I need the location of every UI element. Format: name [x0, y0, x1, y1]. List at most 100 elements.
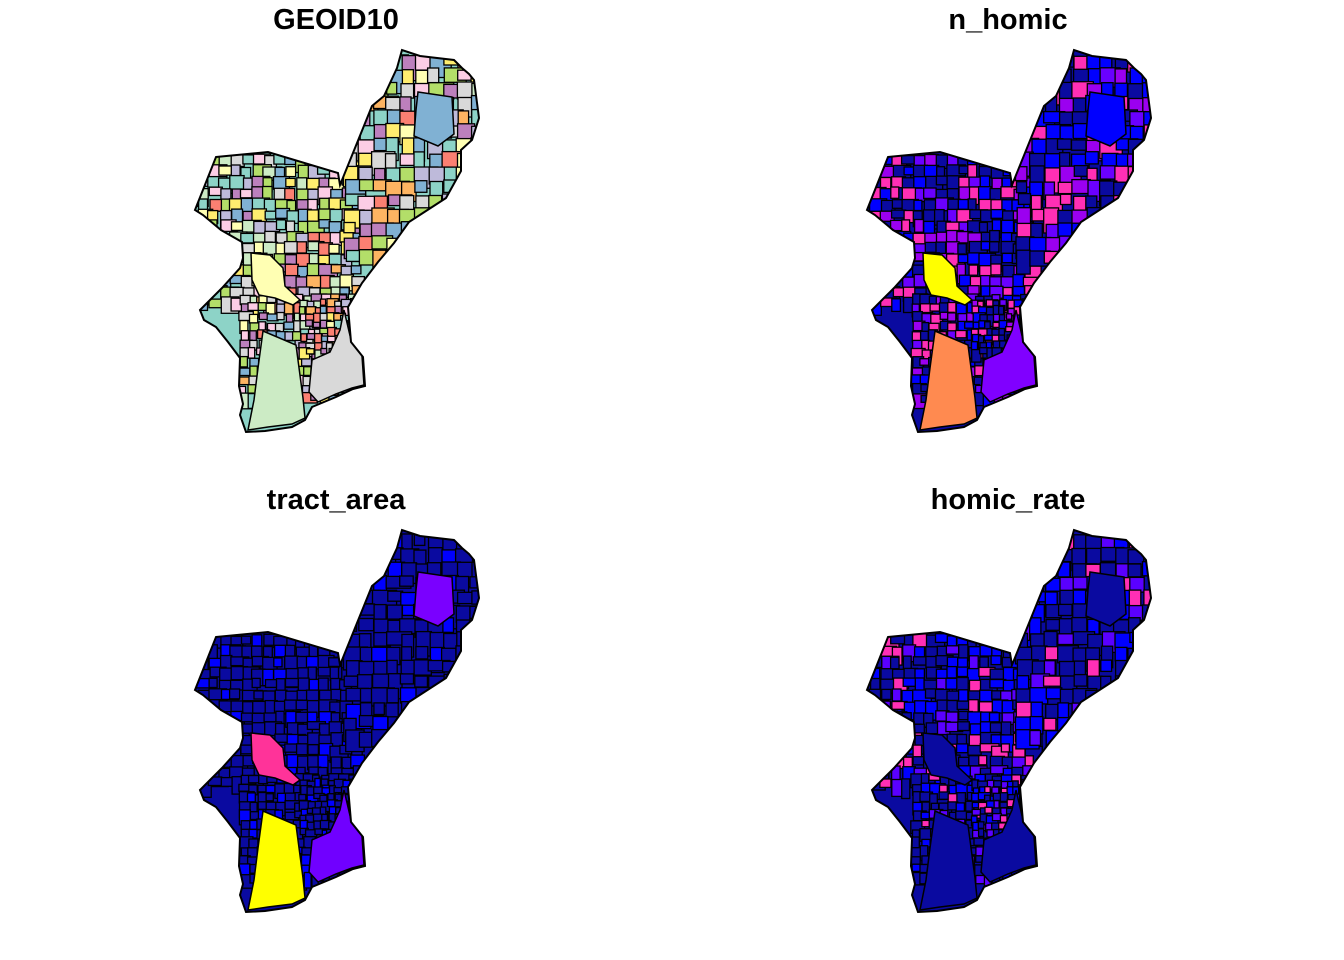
- tract-park: [922, 732, 974, 786]
- tract: [442, 209, 466, 232]
- tract: [1072, 576, 1089, 590]
- tract: [1027, 813, 1035, 824]
- tract: [1142, 236, 1151, 248]
- tract: [919, 330, 929, 341]
- tract: [471, 54, 479, 68]
- tract: [1027, 340, 1037, 350]
- tract: [979, 175, 991, 189]
- tract: [196, 242, 207, 254]
- tract: [1085, 547, 1102, 565]
- tract: [1020, 322, 1038, 334]
- tract: [1141, 633, 1151, 647]
- tract: [386, 730, 407, 754]
- tract: [1057, 603, 1073, 617]
- tract: [209, 743, 230, 763]
- tract: [1114, 68, 1128, 86]
- city-outline: [865, 528, 1153, 914]
- tract: [343, 561, 367, 582]
- tract: [330, 188, 343, 199]
- tract: [1086, 717, 1106, 731]
- tract: [249, 801, 258, 813]
- tract: [348, 785, 360, 794]
- tract: [319, 298, 327, 306]
- tract: [359, 68, 380, 91]
- tract: [344, 83, 356, 104]
- tract: [1128, 236, 1151, 260]
- tract: [343, 221, 356, 234]
- tract: [880, 265, 898, 286]
- tract: [345, 549, 368, 567]
- tract: [1021, 314, 1032, 328]
- tract: [1056, 138, 1072, 151]
- tract: [471, 549, 479, 562]
- tract: [295, 699, 309, 711]
- tract: [441, 687, 458, 699]
- tract: [229, 252, 243, 263]
- tract: [348, 322, 365, 330]
- tract: [1071, 249, 1098, 273]
- tract: [1127, 731, 1149, 748]
- tract: [354, 793, 367, 801]
- tract: [956, 666, 970, 678]
- tract: [957, 721, 970, 732]
- tract: [990, 655, 1002, 666]
- tract: [1098, 223, 1113, 247]
- tract: [1071, 236, 1092, 258]
- tract: [1020, 873, 1033, 883]
- tract: [1030, 55, 1044, 74]
- tract: [305, 319, 314, 327]
- tract: [313, 332, 323, 344]
- tract: [1009, 874, 1019, 886]
- tract: [919, 358, 930, 366]
- tract: [891, 298, 902, 313]
- tract: [457, 69, 479, 81]
- tract: [1113, 689, 1135, 711]
- tract: [971, 348, 982, 363]
- tract: [441, 716, 456, 736]
- tract: [347, 392, 364, 400]
- tract: [1140, 619, 1151, 645]
- panel-tract-area: tract_area: [0, 480, 672, 960]
- tract: [1100, 729, 1120, 754]
- tract: [1016, 547, 1028, 564]
- tract: [891, 688, 902, 702]
- tract: [1141, 167, 1151, 192]
- tract: [328, 243, 340, 255]
- tract: [891, 253, 911, 266]
- tract: [415, 686, 435, 701]
- tract: [240, 635, 252, 645]
- tract: [1099, 716, 1113, 729]
- tract: [307, 744, 320, 756]
- tract: [276, 311, 285, 321]
- tract: [401, 249, 417, 262]
- tract: [355, 808, 363, 818]
- tract: [1114, 731, 1140, 758]
- tract: [208, 231, 227, 247]
- tract: [196, 712, 211, 726]
- tract: [1022, 297, 1043, 315]
- tract: [925, 722, 939, 735]
- tract: [1016, 575, 1030, 602]
- tract: [469, 208, 479, 230]
- tract: [993, 780, 1002, 788]
- tract: [1045, 577, 1061, 592]
- tract: [979, 209, 993, 223]
- tract: [1014, 562, 1037, 583]
- tract: [350, 265, 362, 275]
- tract: [870, 221, 884, 234]
- tract: [1000, 155, 1012, 173]
- tract: [1058, 249, 1071, 266]
- tract-southwest: [919, 329, 978, 431]
- tract: [993, 800, 1000, 809]
- tract: [1016, 95, 1036, 113]
- tract: [471, 674, 479, 690]
- tract: [1011, 394, 1027, 405]
- tract: [427, 731, 446, 756]
- tract: [868, 635, 881, 648]
- tract: [913, 218, 925, 233]
- tract: [320, 347, 328, 355]
- panel-title: homic_rate: [930, 484, 1086, 516]
- tract: [957, 689, 969, 703]
- tract: [348, 312, 360, 321]
- tract: [869, 265, 881, 277]
